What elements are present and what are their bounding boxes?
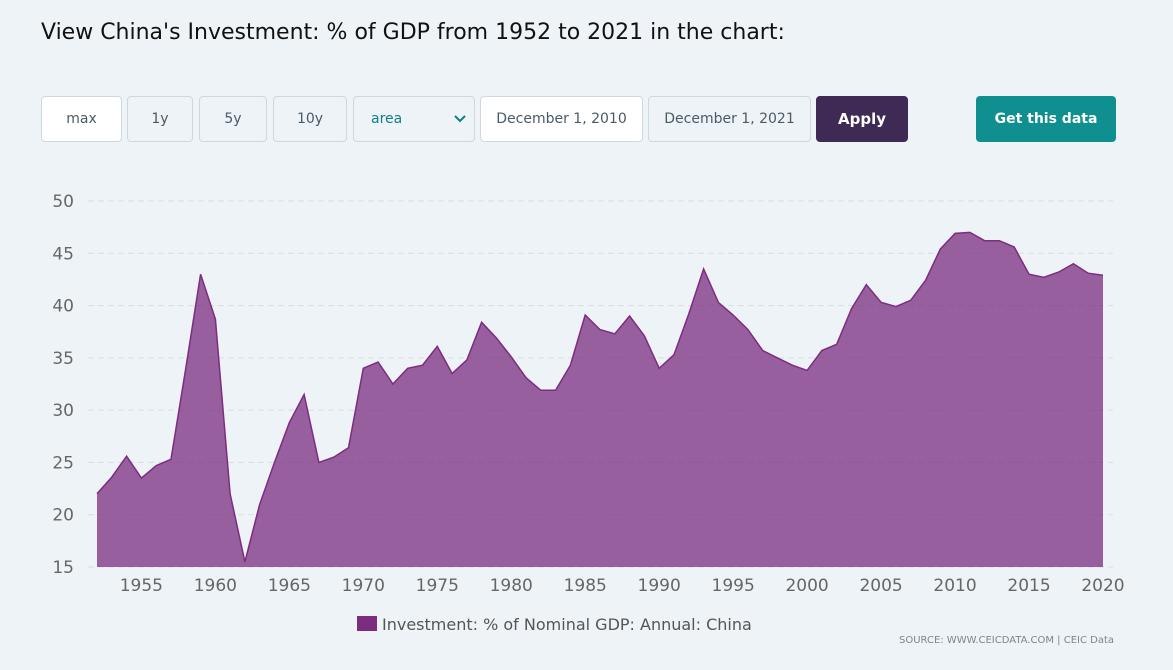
source: SOURCE: WWW.CEICDATA.COM | CEIC Data [898, 635, 1114, 646]
area [97, 232, 1103, 567]
x-tick-label: 2015 [1007, 576, 1050, 596]
line [96, 231, 1104, 562]
y-tick-label: 15 [52, 558, 74, 578]
y-tick-label: 30 [52, 401, 74, 421]
x-tick-label: 1960 [194, 576, 237, 596]
start-date[interactable]: December 1, 2010 [480, 96, 643, 142]
y-tick-label: 40 [52, 297, 74, 317]
x-tick-label: 1975 [416, 576, 459, 596]
range-button[interactable]: 5y [199, 96, 267, 142]
chart-type-select[interactable]: area [353, 96, 475, 142]
x-tick-label: 1980 [490, 576, 533, 596]
y-tick-label: 50 [52, 192, 74, 212]
y-tick-label: 20 [52, 506, 74, 526]
x-tick-label: 1990 [638, 576, 681, 596]
x-tick-label: 2005 [859, 576, 902, 596]
y-tick-label: 45 [52, 244, 74, 264]
x-tick-label: 1955 [120, 576, 163, 596]
x-tick-label: 1985 [564, 576, 607, 596]
end-date[interactable]: December 1, 2021 [648, 96, 811, 142]
page-title: View China's Investment: % of GDP from 1… [41, 20, 785, 45]
select-value: area [371, 111, 403, 127]
y-tick-label: 25 [52, 453, 74, 473]
x-tick-label: 1970 [342, 576, 385, 596]
range-button[interactable]: 10y [273, 96, 347, 142]
x-tick-label: 1995 [712, 576, 755, 596]
y-tick-label: 35 [52, 349, 74, 369]
chevron [454, 115, 466, 123]
legend-label: Investment: % of Nominal GDP: Annual: Ch… [382, 615, 752, 634]
apply-button[interactable]: Apply [816, 96, 908, 142]
x-tick-label: 2020 [1081, 576, 1124, 596]
get-data-button[interactable]: Get this data [976, 96, 1116, 142]
range-button[interactable]: max [41, 96, 122, 142]
range-button[interactable]: 1y [127, 96, 193, 142]
x-tick-label: 1965 [268, 576, 311, 596]
x-tick-label: 2010 [933, 576, 976, 596]
x-tick-label: 2000 [785, 576, 828, 596]
legend-swatch [357, 616, 377, 631]
